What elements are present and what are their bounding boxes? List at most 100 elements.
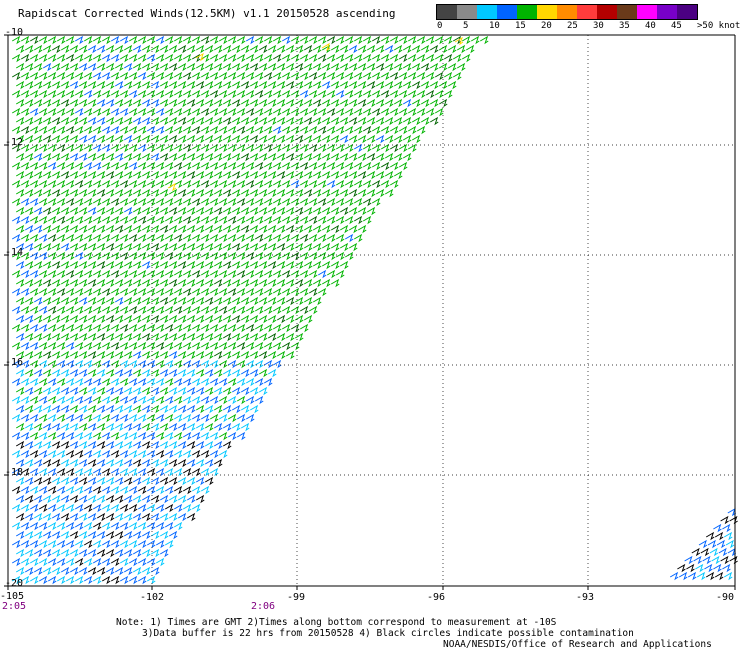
wind-barb xyxy=(15,152,25,162)
wind-barb xyxy=(24,476,34,486)
wind-barb xyxy=(272,53,282,63)
wind-barb xyxy=(29,233,39,243)
wind-barb xyxy=(141,350,151,360)
wind-barb xyxy=(245,413,255,423)
wind-barb xyxy=(290,161,300,171)
wind-barb xyxy=(101,215,111,225)
wind-barb xyxy=(96,512,106,522)
wind-barb xyxy=(65,143,75,153)
wind-barb xyxy=(29,89,39,99)
wind-barb xyxy=(294,260,304,270)
wind-barb xyxy=(60,116,70,126)
wind-barb xyxy=(20,539,30,549)
wind-barb xyxy=(222,332,232,342)
wind-barb xyxy=(159,296,169,306)
wind-barb xyxy=(335,215,345,225)
wind-barb xyxy=(60,476,70,486)
wind-barb xyxy=(155,377,165,387)
wind-barb xyxy=(276,206,286,216)
wind-barb xyxy=(74,89,84,99)
wind-barb xyxy=(191,467,201,477)
wind-barb xyxy=(326,125,336,135)
wind-barb xyxy=(218,233,228,243)
wind-barb xyxy=(33,548,43,558)
wind-barb xyxy=(308,215,318,225)
wind-barb xyxy=(159,242,169,252)
wind-barb xyxy=(65,359,75,369)
wind-barb xyxy=(254,215,264,225)
wind-barb xyxy=(236,179,246,189)
wind-barb xyxy=(317,125,327,135)
wind-barb xyxy=(132,242,142,252)
wind-barb xyxy=(69,116,79,126)
wind-barb xyxy=(92,323,102,333)
wind-barb xyxy=(56,197,66,207)
wind-barb xyxy=(56,413,66,423)
wind-barb xyxy=(245,287,255,297)
wind-barb xyxy=(51,188,61,198)
wind-barb xyxy=(119,107,129,117)
wind-barb xyxy=(438,62,448,72)
wind-barb xyxy=(38,143,48,153)
lat-label-20: -20 xyxy=(5,578,24,589)
wind-barb xyxy=(101,539,111,549)
wind-barb xyxy=(11,71,21,81)
wind-barb xyxy=(65,377,75,387)
wind-barb xyxy=(326,215,336,225)
wind-barb xyxy=(164,359,174,369)
wind-barb xyxy=(191,107,201,117)
wind-barb xyxy=(33,530,43,540)
wind-barb xyxy=(200,467,210,477)
wind-barb xyxy=(182,233,192,243)
wind-barb xyxy=(686,563,695,573)
wind-barb xyxy=(119,323,129,333)
wind-barb xyxy=(353,35,363,45)
wind-barb xyxy=(384,44,394,54)
wind-barb xyxy=(24,224,34,234)
wind-barb xyxy=(96,206,106,216)
wind-barb xyxy=(87,440,97,450)
note-line-2: 3)Data buffer is 22 hrs from 20150528 4)… xyxy=(142,628,634,639)
wind-barb xyxy=(56,431,66,441)
wind-barb xyxy=(33,134,43,144)
wind-barb xyxy=(267,242,277,252)
wind-barb xyxy=(285,134,295,144)
wind-barb xyxy=(92,359,102,369)
wind-barb xyxy=(110,287,120,297)
wind-barb xyxy=(276,242,286,252)
wind-barb xyxy=(299,323,309,333)
wind-barb xyxy=(209,413,219,423)
wind-barb xyxy=(38,233,48,243)
wind-barb xyxy=(24,512,34,522)
wind-barb xyxy=(92,521,102,531)
wind-barb xyxy=(47,377,57,387)
wind-barb xyxy=(281,161,291,171)
wind-barb xyxy=(137,467,147,477)
wind-barb xyxy=(258,116,268,126)
wind-barb xyxy=(92,413,102,423)
wind-barb xyxy=(191,449,201,459)
wind-barb xyxy=(218,125,228,135)
wind-barb xyxy=(78,278,88,288)
wind-barb xyxy=(114,224,124,234)
wind-barb xyxy=(263,71,273,81)
wind-barb xyxy=(326,197,336,207)
wind-barb xyxy=(11,575,21,585)
wind-barb xyxy=(150,512,160,522)
wind-barb xyxy=(240,332,250,342)
wind-barb xyxy=(186,296,196,306)
wind-barb xyxy=(141,206,151,216)
wind-barb xyxy=(92,431,102,441)
wind-barb xyxy=(123,206,133,216)
wind-barb xyxy=(254,35,264,45)
wind-barb xyxy=(11,233,21,243)
wind-barb xyxy=(92,233,102,243)
wind-barb xyxy=(272,359,282,369)
wind-barb xyxy=(92,89,102,99)
wind-barb xyxy=(60,296,70,306)
wind-barb xyxy=(398,143,408,153)
wind-barb xyxy=(33,170,43,180)
wind-barb xyxy=(137,269,147,279)
wind-barb xyxy=(330,62,340,72)
wind-barb xyxy=(119,503,129,513)
